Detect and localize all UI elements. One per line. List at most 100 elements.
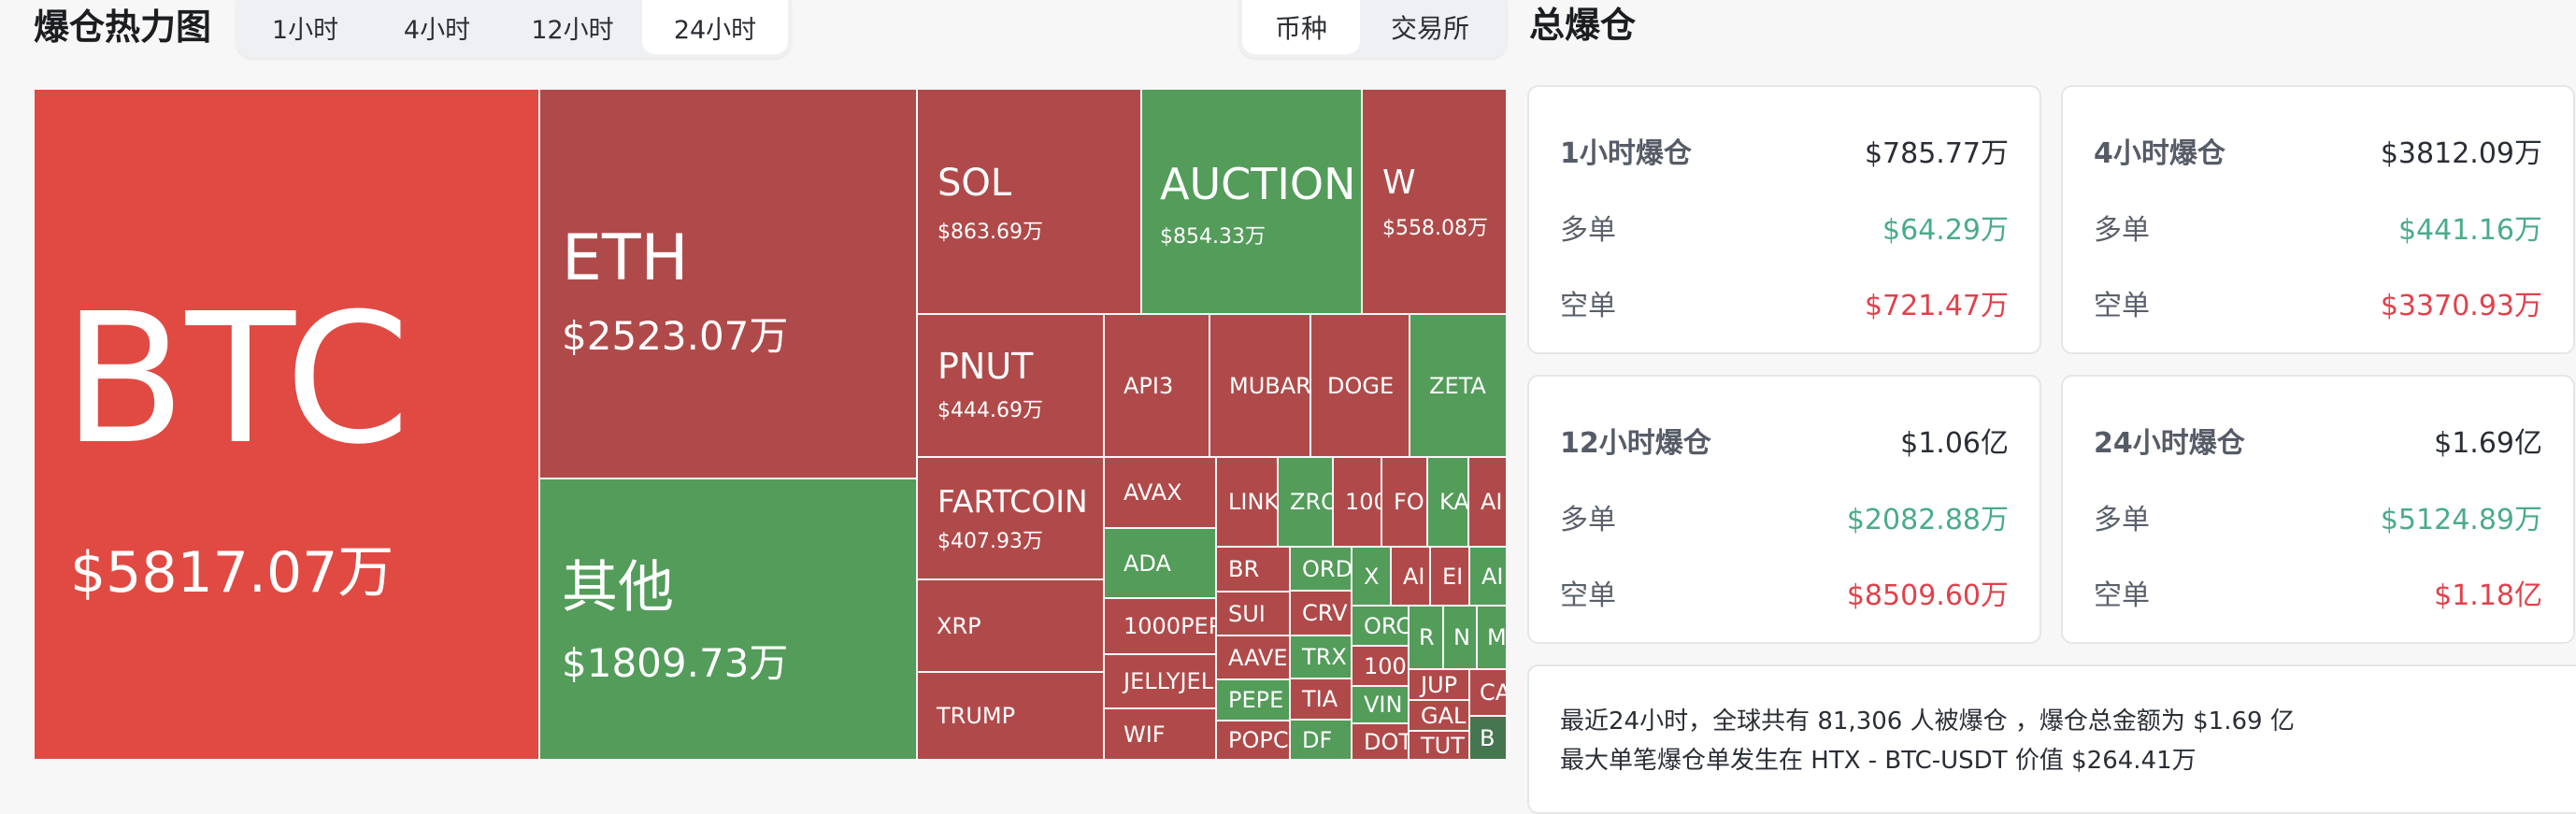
stat-total: $3812.09万 bbox=[2380, 137, 2542, 170]
heatmap-cell-ai-1[interactable]: AI bbox=[1469, 458, 1506, 546]
cell-symbol: 100 bbox=[1345, 489, 1381, 515]
heatmap-cell-br[interactable]: BR bbox=[1217, 548, 1289, 591]
heatmap-cell-mubarak[interactable]: MUBARAK bbox=[1210, 315, 1309, 456]
cell-symbol: TIA bbox=[1302, 686, 1338, 712]
heatmap-cell-sui[interactable]: SUI bbox=[1217, 593, 1289, 635]
heatmap-cell-b[interactable]: B bbox=[1470, 717, 1506, 759]
heatmap-title: 爆仓热力图 bbox=[34, 7, 212, 48]
heatmap-cell-auction[interactable]: AUCTION $854.33万 bbox=[1142, 90, 1361, 313]
tab-4h[interactable]: 4小时 bbox=[403, 15, 471, 45]
heatmap-cell-fartcoin[interactable]: FARTCOIN $407.93万 bbox=[918, 458, 1103, 578]
heatmap-cell-ca[interactable]: CA bbox=[1470, 670, 1506, 715]
time-range-tabs: 1小时 4小时 12小时 24小时 bbox=[236, 0, 792, 58]
heatmap-cell-zro[interactable]: ZRO bbox=[1279, 458, 1332, 546]
heatmap-cell-popcat[interactable]: POPCAT bbox=[1217, 721, 1289, 759]
heatmap-cell-r[interactable]: R bbox=[1410, 607, 1442, 668]
short-value: $1.18亿 bbox=[2434, 579, 2542, 612]
heatmap-cell-gal[interactable]: GAL bbox=[1410, 701, 1468, 730]
tab-by-exchange[interactable]: 交易所 bbox=[1390, 13, 1469, 44]
heatmap-cell-ei[interactable]: EI bbox=[1431, 548, 1468, 605]
heatmap-cell-tut[interactable]: TUT bbox=[1410, 732, 1468, 759]
heatmap-cell-zeta[interactable]: ZETA bbox=[1410, 315, 1506, 456]
stat-label: 1小时爆仓 bbox=[1560, 137, 1692, 170]
long-value: $2082.88万 bbox=[1846, 504, 2009, 536]
heatmap-cell-api3[interactable]: API3 bbox=[1105, 315, 1209, 456]
tab-12h[interactable]: 12小时 bbox=[531, 15, 614, 45]
heatmap-cell-vin[interactable]: VIN bbox=[1352, 687, 1408, 722]
heatmap-cell-jellyjelly[interactable]: JELLYJELLY bbox=[1105, 655, 1215, 707]
heatmap-cell-avax[interactable]: AVAX bbox=[1105, 458, 1215, 527]
stat-total: $1.69亿 bbox=[2434, 427, 2542, 460]
heatmap-cell-dot[interactable]: DOT bbox=[1352, 724, 1408, 759]
heatmap-cell-m[interactable]: M bbox=[1478, 607, 1506, 668]
heatmap-cell-ai-3[interactable]: AI bbox=[1470, 548, 1506, 605]
cell-symbol: X bbox=[1364, 563, 1380, 590]
heatmap-cell-100y[interactable]: 100 bbox=[1352, 647, 1408, 685]
heatmap-cell-xrp[interactable]: XRP bbox=[918, 580, 1103, 671]
long-value: $5124.89万 bbox=[2380, 504, 2542, 536]
heatmap-cell-orca[interactable]: ORCA bbox=[1352, 607, 1408, 645]
cell-symbol: JELLYJELLY bbox=[1123, 668, 1215, 694]
long-value: $441.16万 bbox=[2397, 214, 2542, 247]
heatmap-cell-n[interactable]: N bbox=[1444, 607, 1476, 668]
tab-by-coin[interactable]: 币种 bbox=[1242, 0, 1360, 54]
short-value: $721.47万 bbox=[1864, 290, 2009, 322]
cell-symbol: AI bbox=[1481, 489, 1503, 515]
heatmap-cell-doge[interactable]: DOGE bbox=[1311, 315, 1409, 456]
cell-symbol: R bbox=[1419, 624, 1435, 650]
cell-symbol: EI bbox=[1442, 563, 1464, 590]
heatmap-cell-crv[interactable]: CRV bbox=[1291, 592, 1351, 635]
cell-symbol: ZRO bbox=[1290, 489, 1332, 515]
cell-symbol: CRV bbox=[1302, 600, 1348, 626]
heatmap-cell-ada[interactable]: ADA bbox=[1105, 529, 1215, 597]
cell-symbol: POPCAT bbox=[1228, 727, 1289, 753]
heatmap-cell-ord[interactable]: ORD bbox=[1291, 548, 1351, 590]
heatmap-cell-link[interactable]: LINK bbox=[1217, 458, 1277, 546]
cell-symbol: 其他 bbox=[562, 555, 674, 621]
heatmap-cell-trx[interactable]: TRX bbox=[1291, 636, 1351, 678]
cell-symbol: DF bbox=[1302, 726, 1333, 753]
tab-24h[interactable]: 24小时 bbox=[642, 0, 788, 54]
heatmap-cell-others[interactable]: 其他 $1809.73万 bbox=[540, 479, 916, 759]
cell-symbol: ADA bbox=[1123, 550, 1171, 577]
summary-line-1: 最近24小时，全球共有 81,306 人被爆仓 ，爆仓总金额为 $1.69 亿 bbox=[1560, 707, 2295, 735]
tab-1h[interactable]: 1小时 bbox=[271, 15, 339, 45]
long-label: 多单 bbox=[1560, 504, 1616, 536]
heatmap-cell-pnut[interactable]: PNUT $444.69万 bbox=[918, 315, 1103, 456]
stat-label: 24小时爆仓 bbox=[2094, 427, 2245, 460]
heatmap-cell-fo[interactable]: FO bbox=[1382, 458, 1426, 546]
heatmap-cell-pepe[interactable]: PEPE bbox=[1217, 680, 1289, 720]
heatmap-cell-x[interactable]: X bbox=[1352, 548, 1390, 605]
heatmap-cell-btc[interactable]: BTC $5817.07万 bbox=[35, 90, 538, 759]
short-label: 空单 bbox=[2094, 290, 2150, 322]
cell-amount: $1809.73万 bbox=[562, 640, 789, 686]
heatmap-cell-sol[interactable]: SOL $863.69万 bbox=[918, 90, 1140, 313]
cell-symbol: ORD bbox=[1302, 555, 1351, 582]
heatmap-cell-wif[interactable]: WIF bbox=[1105, 709, 1215, 759]
cell-symbol: SUI bbox=[1228, 600, 1266, 627]
liquidation-summary: 最近24小时，全球共有 81,306 人被爆仓 ，爆仓总金额为 $1.69 亿 … bbox=[1527, 664, 2576, 814]
long-label: 多单 bbox=[2094, 214, 2150, 247]
cell-symbol: FARTCOIN bbox=[937, 483, 1088, 520]
heatmap-cell-jup[interactable]: JUP bbox=[1410, 670, 1468, 699]
heatmap-cell-tia[interactable]: TIA bbox=[1291, 679, 1351, 719]
stat-total: $1.06亿 bbox=[1900, 427, 2009, 460]
heatmap-cell-1000pepe[interactable]: 1000PEPE bbox=[1105, 599, 1215, 653]
heatmap-cell-eth[interactable]: ETH $2523.07万 bbox=[540, 90, 916, 478]
cell-symbol: AI bbox=[1481, 563, 1504, 590]
heatmap-cell-w[interactable]: W $558.08万 bbox=[1363, 90, 1506, 313]
short-value: $3370.93万 bbox=[2380, 290, 2542, 322]
heatmap-cell-aave[interactable]: AAVE bbox=[1217, 636, 1289, 678]
stat-card-1h: 1小时爆仓 $785.77万 多单 $64.29万 空单 $721.47万 bbox=[1527, 85, 2041, 354]
heatmap-cell-trump[interactable]: TRUMP bbox=[918, 673, 1103, 759]
heatmap-cell-100x[interactable]: 100 bbox=[1334, 458, 1381, 546]
heatmap-cell-ai-2[interactable]: AI bbox=[1392, 548, 1429, 605]
heatmap-cell-df[interactable]: DF bbox=[1291, 721, 1351, 759]
cell-symbol: ORCA bbox=[1364, 612, 1408, 639]
summary-line-2: 最大单笔爆仓单发生在 HTX - BTC-USDT 价值 $264.41万 bbox=[1560, 747, 2197, 775]
heatmap-cell-ka[interactable]: KA bbox=[1428, 458, 1467, 546]
cell-symbol: WIF bbox=[1123, 721, 1166, 748]
cell-amount: $863.69万 bbox=[937, 221, 1043, 244]
stat-card-4h: 4小时爆仓 $3812.09万 多单 $441.16万 空单 $3370.93万 bbox=[2061, 85, 2575, 354]
stat-label: 12小时爆仓 bbox=[1560, 427, 1711, 460]
